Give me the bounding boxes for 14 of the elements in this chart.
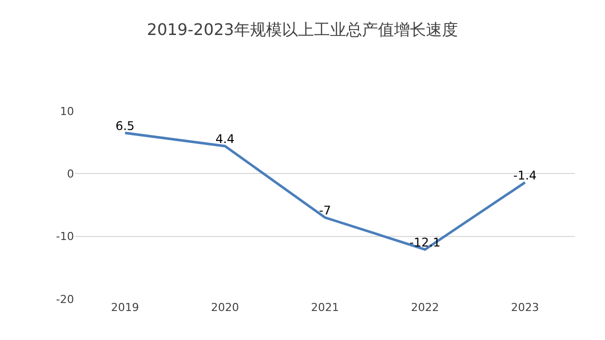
- data-label: -7: [319, 204, 331, 218]
- y-tick-label: -10: [56, 230, 74, 244]
- y-tick-label: -20: [56, 292, 74, 306]
- chart-title: 2019-2023年规模以上工业总产值增长速度: [146, 20, 458, 39]
- x-tick-label: 2021: [311, 301, 339, 314]
- data-label: -1.4: [513, 168, 537, 182]
- x-tick-label: 2020: [211, 301, 239, 314]
- x-tick-label: 2023: [511, 301, 539, 314]
- x-tick-label: 2019: [111, 301, 139, 314]
- data-label: 6.5: [115, 118, 135, 133]
- data-label: 4.4: [215, 132, 235, 146]
- y-tick-label: 0: [67, 168, 74, 181]
- y-tick-label: 10: [60, 104, 74, 118]
- x-tick-label: 2022: [411, 301, 439, 314]
